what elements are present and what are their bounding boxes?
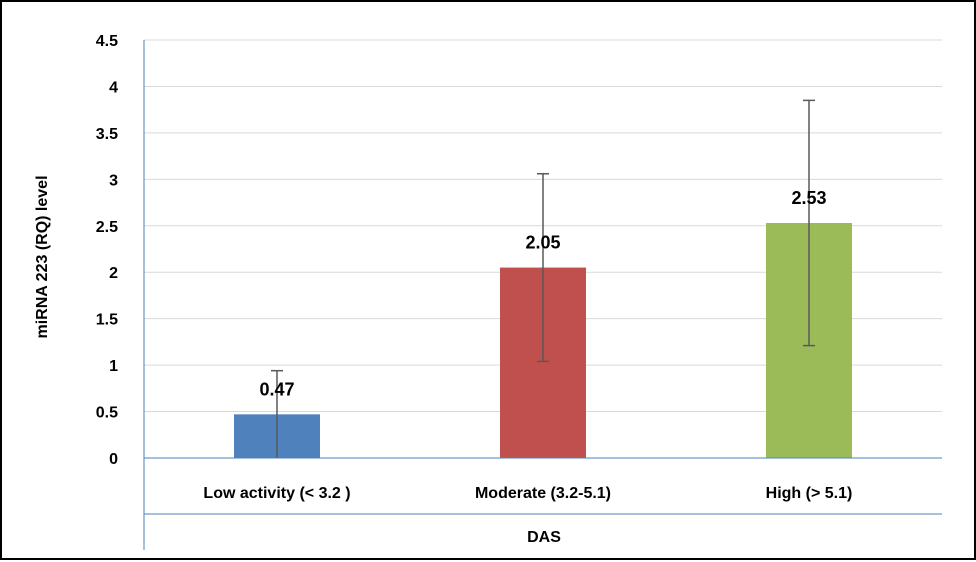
axis-layer: [143, 40, 942, 550]
y-tick-label: 1: [109, 358, 118, 375]
y-tick-label: 4: [109, 79, 118, 96]
data-label: 2.05: [525, 233, 560, 253]
data-label: 0.47: [259, 379, 294, 399]
y-tick-label: 0: [109, 451, 118, 468]
y-tick-label: 1.5: [96, 312, 118, 329]
y-tick-label: 3.5: [96, 126, 118, 143]
x-tick-label: Moderate (3.2-5.1): [475, 485, 611, 502]
x-tick-label: Low activity (< 3.2 ): [203, 485, 350, 502]
x-axis-title: DAS: [527, 529, 561, 546]
data-label: 2.53: [791, 188, 826, 208]
x-tick-label: High (> 5.1): [766, 485, 853, 502]
y-tick-label: 3: [109, 172, 118, 189]
y-tick-label: 0.5: [96, 405, 118, 422]
y-tick-label: 2.5: [96, 219, 118, 236]
error-bar-layer: [271, 99, 815, 458]
y-axis-title: miRNA 223 (RQ) level: [34, 175, 51, 338]
y-tick-label: 4.5: [96, 33, 118, 50]
y-tick-label: 2: [109, 265, 118, 282]
